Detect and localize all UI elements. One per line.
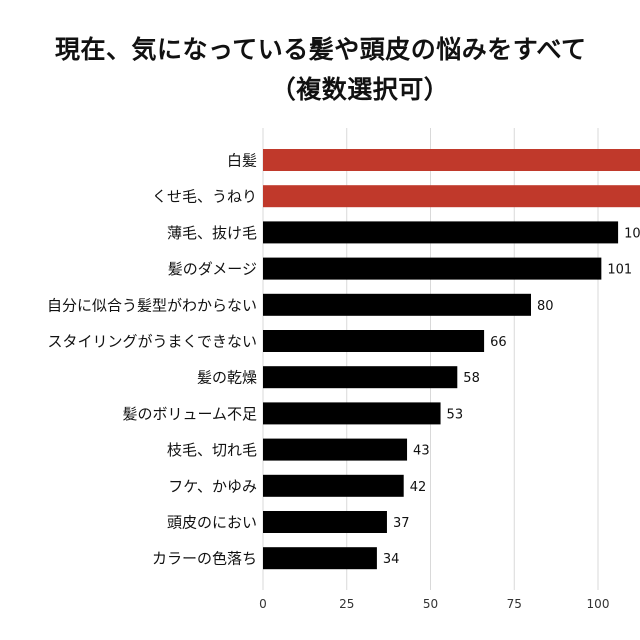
bar (263, 547, 377, 570)
bar (263, 330, 485, 352)
bar (263, 402, 441, 425)
x-tick-label: 75 (507, 597, 522, 611)
category-label: 自分に似合う髪型がわからない (47, 296, 257, 314)
data-label: 10 (624, 226, 640, 241)
category-label: スタイリングがうまくできない (47, 333, 257, 351)
bar (263, 185, 640, 208)
bar (263, 149, 640, 171)
x-tick-label: 0 (259, 597, 267, 611)
category-label: 枝毛、切れ毛 (167, 441, 257, 459)
chart-subtitle: （複数選択可） (270, 75, 450, 104)
x-tick-label: 25 (339, 597, 354, 611)
data-label: 53 (447, 407, 464, 422)
data-label: 34 (383, 552, 400, 567)
category-label: カラーの色落ち (152, 550, 257, 568)
chart-title: 現在、気になっている髪や頭皮の悩みをすべて （複数選択可） (0, 30, 640, 110)
bar (263, 474, 404, 497)
data-label: 42 (410, 480, 427, 495)
category-label: 薄毛、抜け毛 (167, 224, 257, 242)
x-tick-label: 100 (587, 597, 610, 611)
bar (263, 438, 408, 461)
bar (263, 293, 531, 316)
data-label: 80 (537, 299, 554, 314)
bar (263, 366, 458, 389)
data-label: 58 (463, 371, 480, 386)
category-label: 髪の乾燥 (197, 369, 257, 387)
x-tick-label: 50 (423, 597, 438, 611)
bar (263, 221, 619, 244)
data-label: 43 (413, 444, 430, 459)
chart-title-text: 現在、気になっている髪や頭皮の悩みをすべて (55, 35, 587, 64)
category-label: 髪のボリューム不足 (122, 405, 257, 423)
category-label: 白髪 (227, 152, 257, 170)
data-label: 101 (607, 263, 632, 278)
bar (263, 511, 387, 533)
category-label: フケ、かゆみ (168, 477, 257, 495)
bar (263, 257, 602, 280)
category-label: 頭皮のにおい (167, 514, 257, 532)
data-label: 37 (393, 516, 410, 531)
category-label: 髪のダメージ (168, 260, 257, 278)
category-label: くせ毛、うねり (152, 188, 257, 206)
data-label: 66 (490, 335, 507, 350)
